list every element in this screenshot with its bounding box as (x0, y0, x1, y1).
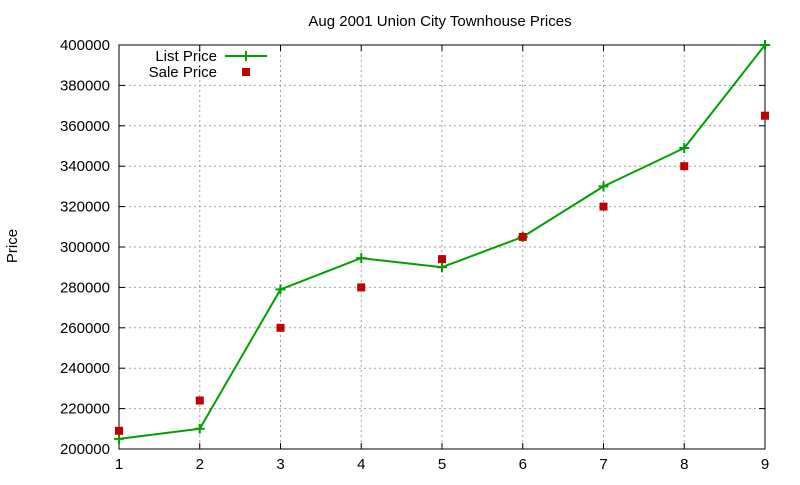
sale-price-point (195, 396, 204, 405)
sale-price-point (599, 202, 608, 211)
list-price-point (679, 143, 690, 154)
list-price-point (114, 433, 124, 444)
legend-square-marker (242, 68, 250, 76)
x-tick-label: 7 (599, 456, 607, 473)
y-tick-label: 400000 (60, 37, 110, 54)
x-tick-label: 9 (761, 456, 769, 473)
y-tick-label: 300000 (60, 239, 110, 256)
sale-price-point (518, 232, 527, 241)
sale-price-point (761, 111, 769, 120)
x-tick-label: 1 (115, 456, 123, 473)
y-tick-label: 240000 (60, 360, 110, 377)
y-tick-label: 220000 (60, 401, 110, 418)
legend-label: Sale Price (149, 64, 217, 81)
sale-price-point (357, 283, 366, 292)
list-price-point (760, 40, 770, 50)
x-tick-label: 6 (519, 456, 527, 473)
x-tick-label: 3 (276, 456, 284, 473)
y-tick-label: 320000 (60, 199, 110, 216)
sale-price-point (438, 255, 446, 264)
legend-label: List Price (155, 48, 217, 65)
y-tick-label: 260000 (60, 320, 110, 337)
list-price-point (598, 181, 609, 192)
sale-price-point (115, 426, 123, 435)
y-tick-label: 380000 (60, 77, 110, 94)
x-tick-label: 4 (357, 456, 365, 473)
series-layer (114, 40, 770, 444)
x-tick-label: 5 (438, 456, 446, 473)
y-tick-label: 200000 (60, 441, 110, 458)
chart-title: Aug 2001 Union City Townhouse Prices (308, 13, 571, 30)
y-tick-label: 340000 (60, 158, 110, 175)
legend-plus-marker (241, 51, 251, 61)
y-tick-label: 360000 (60, 118, 110, 135)
list-price-point (437, 262, 447, 273)
x-tick-label: 2 (196, 456, 204, 473)
y-tick-label: 280000 (60, 279, 110, 296)
list-price-point (356, 253, 367, 264)
sale-price-point (680, 162, 689, 171)
grid-lines (119, 45, 765, 449)
axis-ticks: 1 2 3 4 5 6 7 8 9 200000 220000 240000 260000 280000 3… (60, 37, 769, 473)
list-price-point (275, 284, 286, 295)
list-price-point (194, 423, 205, 434)
y-axis-label: Price (4, 229, 21, 263)
sale-price-point (276, 323, 285, 332)
x-tick-label: 8 (680, 456, 688, 473)
